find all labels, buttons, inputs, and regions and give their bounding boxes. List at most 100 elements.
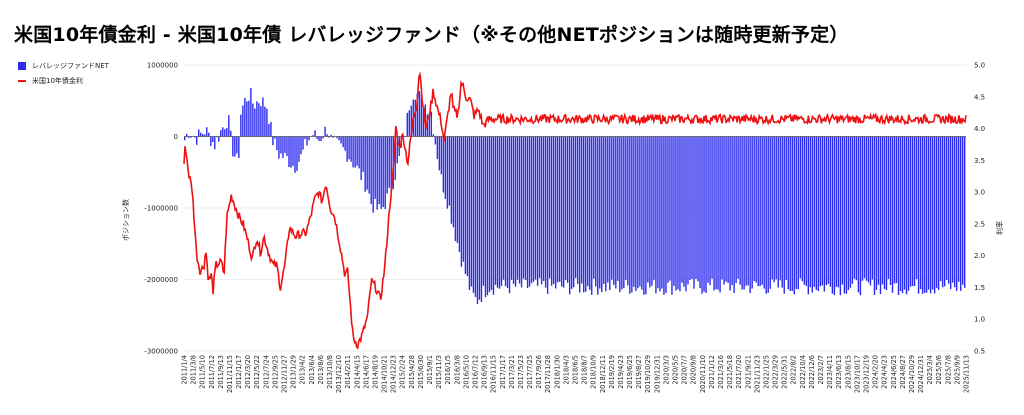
net-bar	[356, 136, 358, 166]
x-tick-label: 2020/11/10	[699, 355, 707, 393]
net-bar	[603, 136, 605, 284]
net-bar	[957, 136, 960, 282]
net-bar	[727, 136, 729, 284]
net-bar	[450, 136, 453, 224]
net-bar	[873, 136, 876, 295]
y-tick-label: -1000000	[144, 205, 178, 213]
net-bar	[454, 136, 457, 242]
net-bar	[504, 136, 507, 287]
net-bar	[751, 136, 753, 289]
x-tick-label: 2011/7/12	[208, 355, 216, 389]
net-bar	[198, 129, 200, 137]
net-bar	[769, 136, 771, 289]
net-bar	[306, 136, 308, 146]
net-bar	[801, 136, 803, 282]
net-bar	[332, 136, 334, 138]
x-tick-label: 2016/5/10	[462, 355, 470, 389]
net-bar	[320, 136, 322, 141]
net-bar	[733, 136, 735, 293]
x-tick-label: 2015/4/28	[408, 355, 416, 389]
net-bar	[482, 136, 485, 286]
net-bar	[484, 136, 487, 298]
net-bar	[568, 136, 571, 295]
net-bar	[276, 136, 278, 151]
x-tick-label: 2012/11/27	[281, 355, 289, 393]
net-bar	[200, 132, 202, 137]
y2-tick-label: 3.5	[974, 157, 985, 165]
net-bar	[661, 136, 663, 289]
net-bar	[456, 136, 459, 243]
net-bar	[380, 136, 382, 209]
net-bar	[348, 136, 350, 160]
net-bar	[476, 136, 479, 305]
net-bar	[795, 136, 797, 290]
net-bar	[446, 136, 449, 209]
net-bar	[234, 136, 236, 157]
net-bar	[528, 136, 531, 287]
net-bar	[587, 136, 589, 287]
net-bar	[344, 136, 346, 151]
net-bar	[783, 136, 785, 294]
net-bar	[288, 136, 290, 168]
net-bar	[246, 101, 248, 137]
net-bar	[729, 136, 731, 291]
x-tick-label: 2021/5/18	[726, 355, 734, 389]
net-bar	[675, 136, 677, 291]
net-bar	[665, 136, 667, 294]
net-bar	[645, 136, 647, 295]
net-bar	[609, 136, 611, 290]
net-bar	[745, 136, 747, 286]
net-bar	[757, 136, 759, 287]
net-bar	[312, 135, 314, 137]
net-bar	[340, 136, 342, 144]
net-bar	[703, 136, 705, 292]
net-bar	[384, 136, 386, 209]
net-bar	[961, 136, 964, 285]
x-tick-label: 2013/1/29	[290, 355, 298, 389]
net-bar	[589, 136, 591, 290]
net-bar	[544, 136, 547, 288]
x-tick-label: 2022/8/2	[790, 355, 798, 385]
net-bar	[817, 136, 820, 292]
net-bar	[853, 136, 856, 279]
net-bar	[354, 136, 356, 168]
net-bar	[372, 136, 374, 213]
net-bar	[805, 136, 807, 286]
net-bar	[534, 136, 537, 280]
net-bar	[647, 136, 649, 283]
net-bar	[859, 136, 862, 296]
net-bar	[777, 136, 779, 288]
net-bar	[462, 136, 465, 262]
net-bar	[677, 136, 679, 290]
net-bar	[186, 133, 188, 137]
y2-tick-label: 5.0	[974, 62, 985, 70]
net-bar	[532, 136, 535, 282]
net-bar	[406, 112, 408, 137]
net-bar	[394, 136, 396, 180]
net-bar	[358, 136, 360, 169]
net-bar	[593, 136, 595, 279]
net-bar	[444, 136, 447, 199]
x-tick-label: 2022/5/31	[781, 355, 789, 389]
net-bar	[709, 136, 711, 286]
net-bar	[863, 136, 866, 279]
x-tick-label: 2025/7/8	[944, 355, 952, 385]
net-bar	[262, 97, 264, 137]
legend-label-net: レバレッジファンドNET	[32, 61, 109, 70]
x-tick-label: 2021/1/12	[708, 355, 716, 389]
net-bar	[585, 136, 587, 292]
net-bar	[290, 136, 292, 168]
net-bar	[244, 98, 246, 137]
legend-bar-swatch	[18, 61, 26, 70]
net-bar	[184, 136, 186, 141]
x-tick-label: 2019/12/31	[653, 355, 661, 393]
net-bar	[935, 136, 938, 289]
net-bar	[905, 136, 908, 295]
net-bar	[470, 136, 473, 287]
net-bar	[939, 136, 942, 282]
net-bar	[478, 136, 481, 300]
net-bar	[765, 136, 767, 294]
net-bar	[480, 136, 483, 303]
net-bar	[222, 127, 224, 137]
net-bar	[346, 136, 348, 162]
